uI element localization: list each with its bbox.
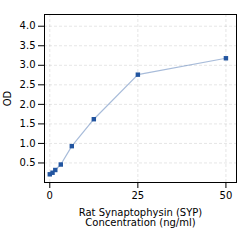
svg-text:OD: OD	[2, 90, 13, 106]
svg-text:0.5: 0.5	[20, 157, 36, 168]
svg-text:1.5: 1.5	[20, 118, 36, 129]
svg-text:4.0: 4.0	[20, 20, 36, 31]
svg-text:0: 0	[47, 190, 53, 201]
svg-text:50: 50	[220, 190, 233, 201]
svg-text:3.0: 3.0	[20, 59, 36, 70]
svg-text:1.0: 1.0	[20, 138, 36, 149]
svg-text:Rat Synaptophysin (SYP)Concent: Rat Synaptophysin (SYP)Concentration (ng…	[79, 207, 203, 228]
svg-text:2.5: 2.5	[20, 79, 36, 90]
svg-text:3.5: 3.5	[20, 40, 36, 51]
svg-text:2.0: 2.0	[20, 99, 36, 110]
svg-text:25: 25	[131, 190, 144, 201]
